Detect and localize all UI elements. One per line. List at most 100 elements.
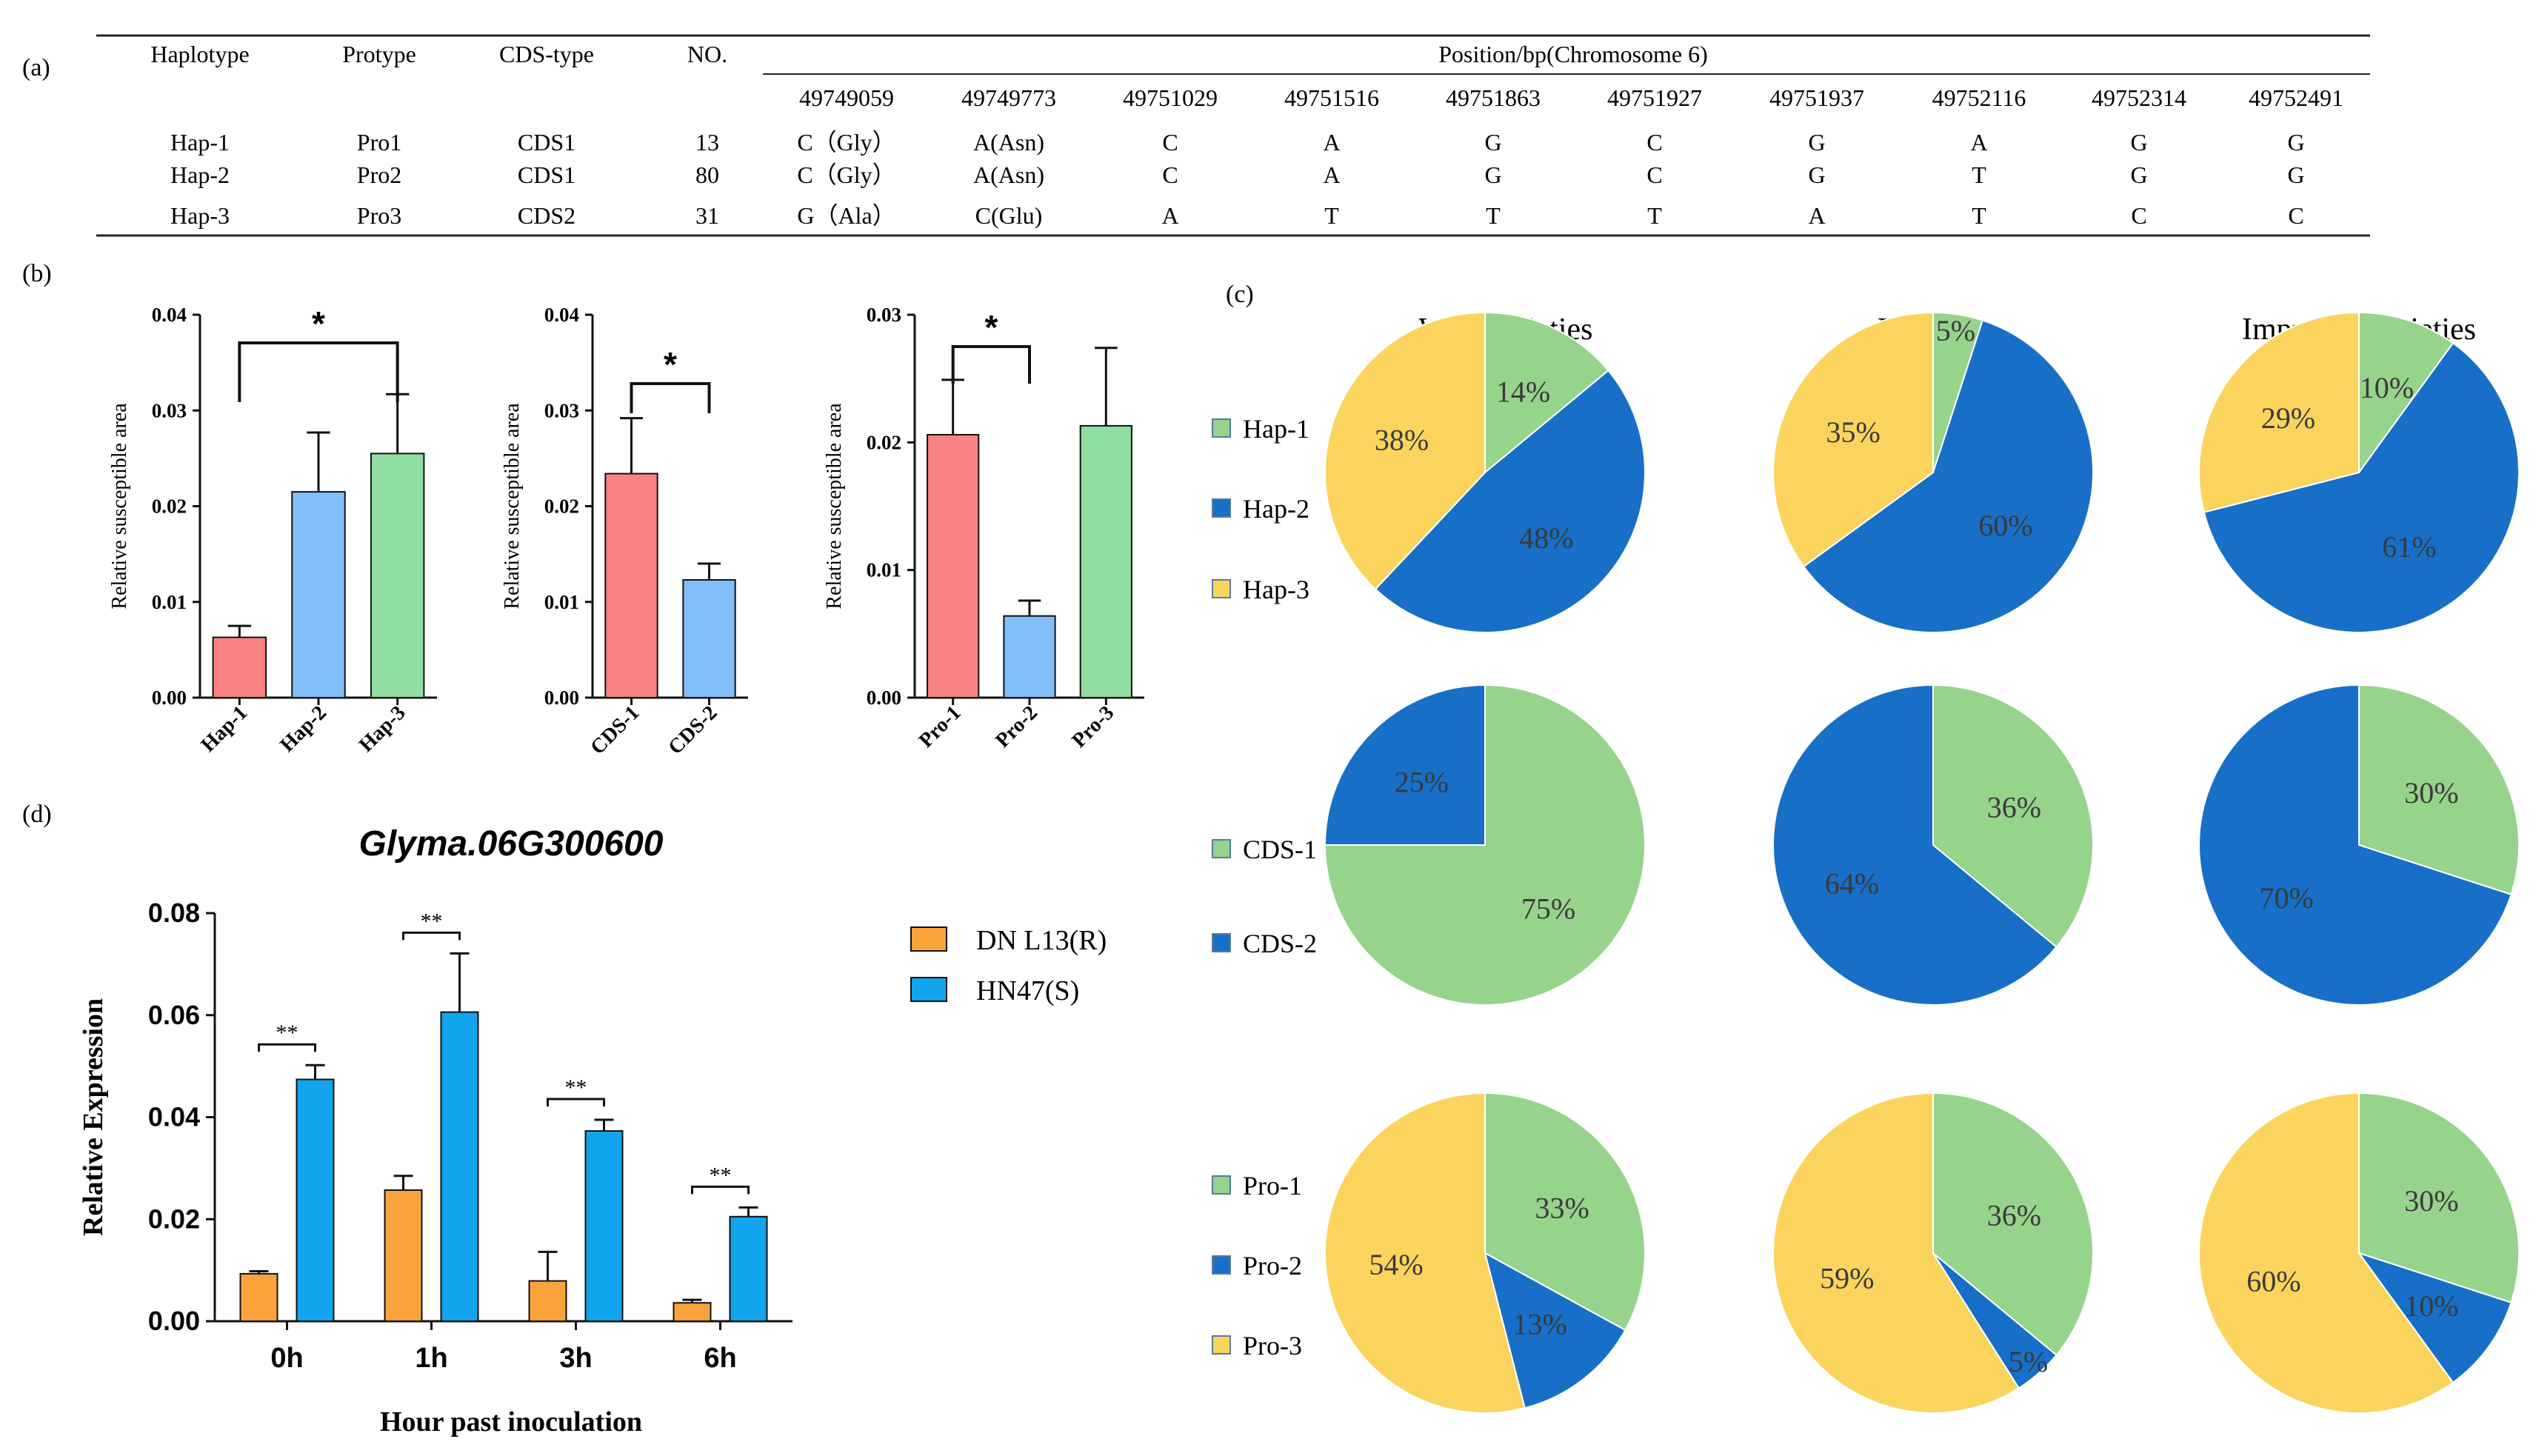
allele-cell: G（Ala）	[797, 202, 895, 229]
allele-cell: A	[1323, 129, 1340, 156]
bar	[239, 1272, 278, 1323]
allele-cell: G	[1808, 161, 1825, 188]
pro-cell: Pro1	[357, 129, 401, 156]
bar	[1079, 424, 1132, 698]
pie-slice	[2198, 1092, 2455, 1414]
x-tick-label: Pro-3	[1067, 701, 1118, 752]
x-tick-label: CDS-1	[586, 701, 644, 759]
panel-label-d: (d)	[22, 801, 52, 828]
slice-label: 36%	[1987, 790, 2041, 824]
cds-cell: CDS1	[518, 129, 575, 156]
legend-label: HN47(S)	[976, 975, 1079, 1006]
haplotype-table: (a) Haplotype Protype CDS-type NO. Posit…	[22, 34, 2370, 237]
allele-cell: G	[1484, 161, 1501, 188]
bar	[673, 1302, 712, 1322]
bar-chart-haplotype: 0.00 0.01 0.02 0.03 0.04 Relative susceptible…	[108, 304, 437, 757]
pie-slice	[1772, 1092, 2021, 1414]
allele-cell: G	[1484, 129, 1501, 156]
y-tick-label: 0.00	[152, 687, 187, 709]
pie-slice	[1932, 684, 2094, 949]
pro-cell: Pro3	[357, 202, 401, 229]
position-cell: 49751937	[1769, 84, 1864, 111]
allele-cell: C	[2131, 202, 2146, 229]
y-tick-label: 0.01	[544, 591, 579, 613]
bar	[528, 1280, 567, 1322]
position-cell: 49751927	[1607, 84, 1702, 111]
y-tick-label: 0.02	[148, 1203, 200, 1234]
y-tick-label: 0.01	[152, 591, 187, 613]
slice-label: 61%	[2382, 530, 2436, 564]
slice-label: 60%	[2246, 1264, 2300, 1298]
legend-label: CDS-1	[1243, 835, 1317, 864]
slice-label: 35%	[1826, 415, 1881, 449]
hap-cell: Hap-3	[170, 202, 230, 229]
y-tick-label: 0.03	[544, 399, 579, 421]
slice-label: 48%	[1519, 521, 1573, 555]
bar	[604, 472, 658, 698]
position-cell: 49751516	[1284, 84, 1379, 111]
table-row: Hap-1 Pro1 CDS1 13 C（Gly） A(Asn) C A G C…	[170, 129, 2305, 156]
bar-chart-cds: 0.00 0.01 0.02 0.03 0.04 Relative susceptible…	[501, 304, 748, 759]
significance-label: **	[421, 909, 443, 933]
y-tick-label: 0.02	[152, 495, 187, 518]
bar	[212, 636, 267, 699]
x-tick-label: 1h	[415, 1343, 447, 1374]
table-row: Hap-3 Pro3 CDS2 31 G（Ala） C(Glu) A T T T…	[170, 202, 2304, 229]
bar	[384, 1189, 423, 1322]
x-tick-label: 0h	[270, 1343, 303, 1374]
pie-slice	[2358, 684, 2520, 896]
legend-label: CDS-2	[1243, 929, 1317, 958]
pie-slice	[1324, 684, 1486, 846]
count-cell: 13	[695, 129, 719, 156]
pie-slice	[2358, 311, 2455, 475]
slice-label: 13%	[1512, 1308, 1566, 1341]
allele-cell: T	[1486, 202, 1501, 229]
allele-cell: A(Asn)	[973, 161, 1044, 188]
table-header-cds-type: CDS-type	[499, 41, 594, 67]
allele-cell: G	[2287, 161, 2304, 188]
legend-label: Hap-2	[1243, 494, 1309, 524]
allele-cell: C	[1162, 161, 1178, 188]
allele-cell: G	[2130, 161, 2147, 188]
significance-bracket	[630, 382, 711, 413]
slice-label: 70%	[2259, 881, 2313, 915]
position-cell: 49752314	[2092, 84, 2186, 111]
allele-cell: C(Glu)	[975, 202, 1043, 229]
position-cell: 49751863	[1446, 84, 1541, 111]
allele-cell: T	[1647, 202, 1662, 229]
bar	[729, 1215, 768, 1323]
y-tick-label: 0.00	[544, 687, 579, 709]
allele-cell: A	[1970, 129, 1987, 156]
slice-label: 5%	[1936, 314, 1975, 347]
allele-cell: C（Gly）	[797, 129, 895, 156]
x-tick-label: Hap-1	[197, 701, 253, 757]
slice-label: 38%	[1375, 423, 1429, 456]
bar-chart-promoter: 0.00 0.01 0.02 0.03 Relative susceptible are…	[823, 304, 1144, 752]
pie-slice	[2358, 1092, 2520, 1304]
y-tick-label: 0.00	[867, 687, 901, 709]
bar	[291, 491, 346, 698]
bar	[584, 1130, 624, 1322]
pie-slice	[1324, 1092, 1526, 1414]
slice-label: 60%	[1978, 509, 2032, 542]
legend-swatch	[910, 926, 947, 952]
y-tick-label: 0.04	[544, 304, 579, 326]
table-row: Hap-2 Pro2 CDS1 80 C（Gly） A(Asn) C A G C…	[170, 161, 2305, 188]
y-tick-label: 0.02	[867, 431, 901, 453]
x-tick-label: Hap-3	[355, 701, 410, 757]
legend-label: Pro-3	[1243, 1331, 1302, 1360]
y-tick-label: 0.06	[148, 1000, 200, 1030]
slice-label: 64%	[1825, 867, 1879, 901]
pro-cell: Pro2	[357, 161, 401, 188]
legend-label: Hap-3	[1243, 575, 1309, 604]
position-cell: 49749059	[799, 84, 894, 111]
allele-cell: G	[1808, 129, 1825, 156]
pie-slice	[1932, 1092, 2094, 1357]
allele-cell: T	[1972, 161, 1986, 188]
bar	[440, 1011, 479, 1323]
slice-label: 75%	[1521, 892, 1575, 926]
cds-cell: CDS1	[518, 161, 575, 188]
x-tick-label: 3h	[559, 1343, 592, 1374]
significance-label: *	[984, 308, 998, 347]
